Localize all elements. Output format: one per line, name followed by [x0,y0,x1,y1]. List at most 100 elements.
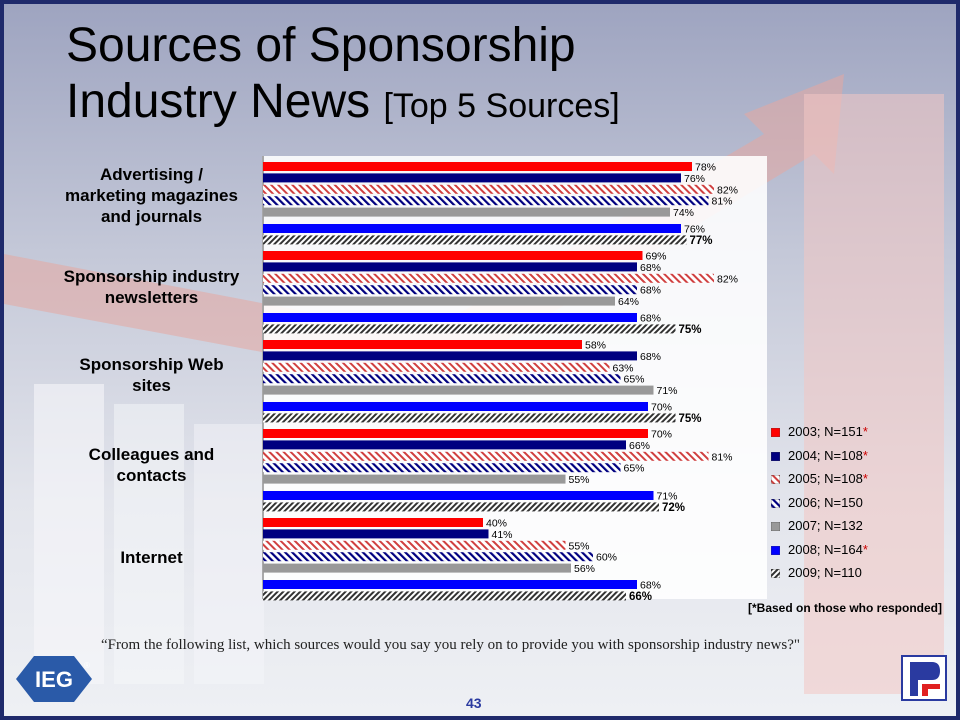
background-art [4,74,944,694]
data-label: 69% [646,251,667,263]
data-label: 75% [679,324,702,336]
legend-item: 2004; N=108* [768,446,910,470]
data-label: 76% [684,173,705,185]
bar [263,196,709,206]
bar [263,340,582,349]
bar [263,540,566,550]
bar [263,251,643,260]
bar [263,413,676,423]
footnote: [*Based on those who responded] [747,601,942,615]
category-label: Colleagues and contacts [44,444,259,486]
category-label-line: Sponsorship industry [63,267,240,286]
pf-logo-p [910,662,940,696]
category-label: Sponsorship industry newsletters [44,266,259,308]
legend-swatch [771,545,780,555]
title-line-1: Sources of Sponsorship [66,19,576,72]
data-label: 56% [574,563,595,575]
legend-swatch [771,569,780,578]
data-label: 58% [585,340,606,352]
background-pillar [804,94,944,694]
legend-swatch [771,498,780,508]
background-block [34,384,104,684]
bar [263,351,637,361]
legend-swatch [771,475,780,484]
category-label: Internet [44,547,259,568]
legend-asterisk: * [862,471,868,486]
data-label: 81% [712,451,733,463]
ieg-logo-mark: ® [84,661,90,670]
data-label: 77% [690,235,713,247]
data-label: 75% [679,413,702,425]
bar [263,385,654,395]
category-label-line: sites [132,376,171,395]
category-label: Sponsorship Web sites [44,354,259,396]
category-label: Advertising / marketing magazines and jour… [44,164,259,227]
bar [263,580,637,589]
legend-item: 2005; N=108* [768,469,910,493]
data-label: 72% [662,502,685,514]
data-label: 55% [569,474,590,486]
bar [263,374,621,384]
legend-label: 2006; N=150 [788,494,863,510]
data-label: 71% [657,491,678,503]
legend-asterisk: * [862,541,868,557]
data-label: 64% [618,296,639,308]
bar [263,491,654,500]
pf-logo-f [922,684,940,696]
ieg-logo: IEG ® [16,656,92,702]
legend-label: 2003; N=151* [788,424,868,439]
legend-swatch [771,428,780,437]
category-label-line: contacts [116,466,187,485]
page-number: 43 [466,695,482,711]
data-label: 70% [651,429,672,441]
bar [263,451,709,461]
bars-group: 78%76%82%81%74%76%77%69%68%82%68%64%68%7… [263,162,738,603]
pf-logo [901,655,947,701]
legend-swatch [771,451,780,461]
data-label: 55% [569,540,590,552]
bar [263,440,626,450]
bar [263,563,571,573]
data-label: 71% [657,385,678,397]
data-label: 82% [717,184,738,196]
bar [263,529,489,539]
ieg-logo-hexagon [16,656,92,702]
legend-item: 2003; N=151* [768,422,910,446]
legend-label: 2009; N=110 [788,565,862,580]
bar [263,591,626,601]
data-label: 68% [640,313,661,325]
bar [263,429,648,438]
data-label: 60% [596,552,617,564]
title-subtitle: [Top 5 Sources] [383,87,620,125]
legend-asterisk: * [862,447,868,463]
background-block [114,404,184,684]
bar [263,262,637,272]
background-block [194,424,264,684]
legend-label: 2005; N=108* [788,471,868,486]
bar [263,502,659,512]
legend-label: 2004; N=108* [788,447,868,463]
bar [263,162,692,171]
legend-asterisk: * [862,424,868,439]
bar [263,296,615,306]
bar [263,285,637,295]
data-label: 66% [629,591,652,603]
bar [263,518,483,527]
legend-item: 2006; N=150 [768,493,910,517]
data-label: 65% [624,463,645,475]
data-label: 76% [684,224,705,236]
category-label-line: newsletters [104,288,199,307]
bar [263,313,637,322]
data-label: 70% [651,402,672,414]
bar [263,474,566,484]
bar [263,362,610,372]
bar [263,463,621,473]
legend-item: 2007; N=132 [768,516,910,540]
ieg-logo-text: IEG [35,667,73,692]
bar [263,402,648,411]
bar [263,273,714,283]
bar [263,235,687,245]
legend-label: 2008; N=164* [788,541,868,557]
data-label: 66% [629,440,650,452]
legend-item: 2009; N=110 [768,563,910,587]
